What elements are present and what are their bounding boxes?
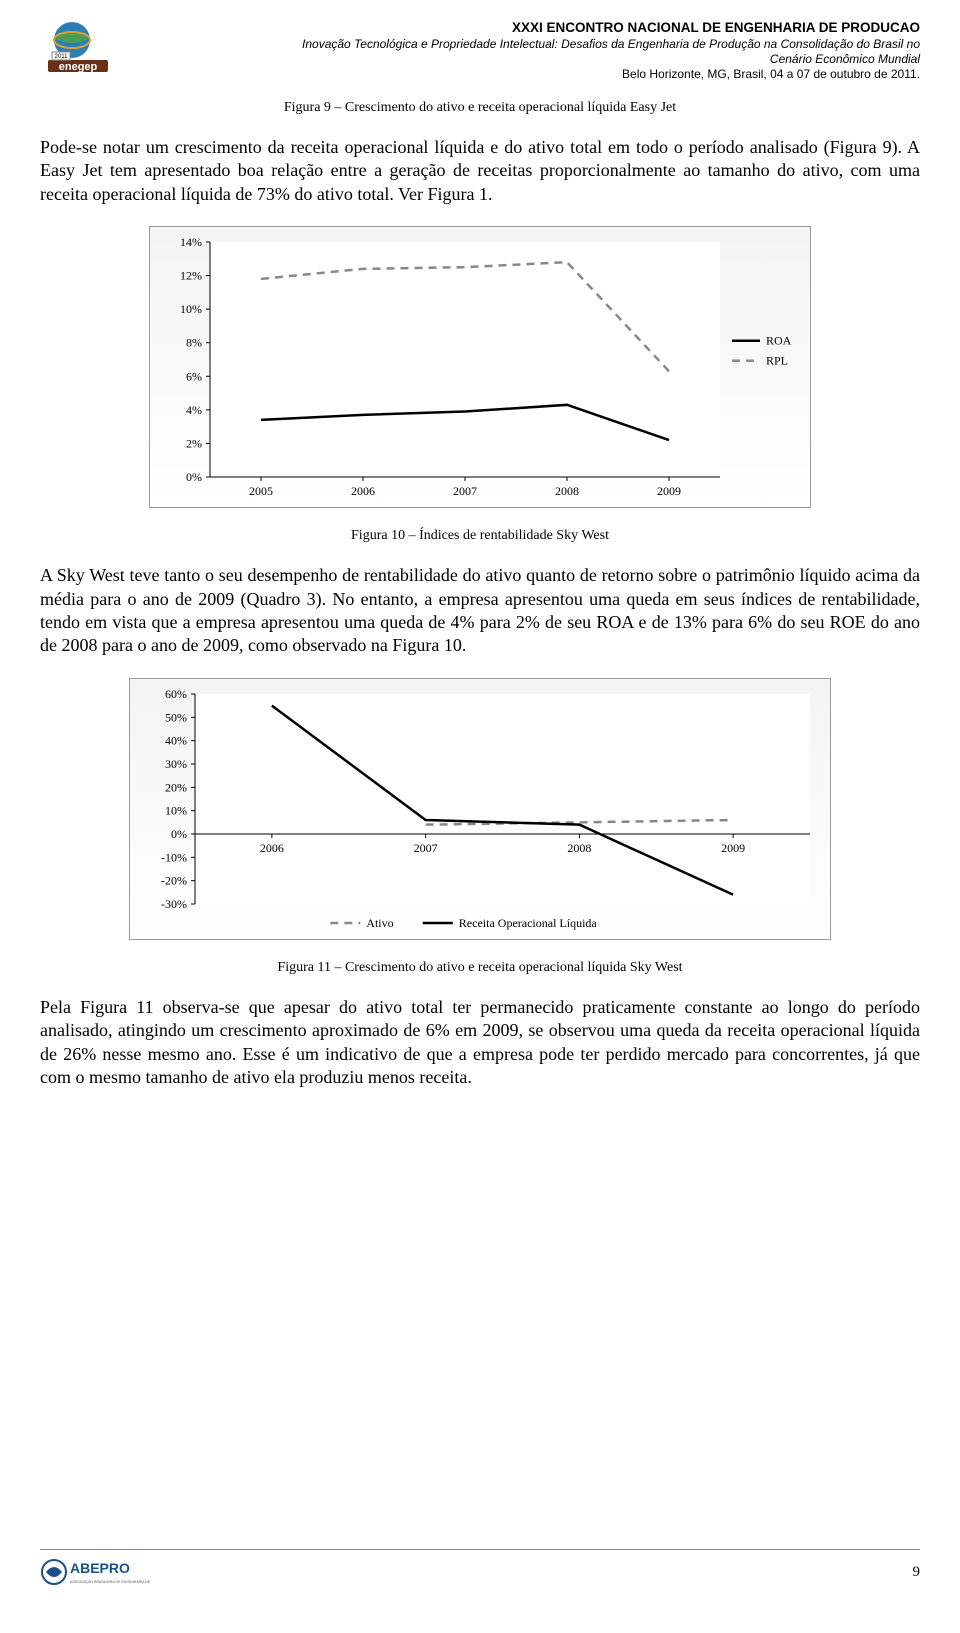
svg-text:2006: 2006 — [260, 841, 284, 855]
svg-text:20%: 20% — [165, 780, 187, 794]
header-subtitle-2: Cenário Econômico Mundial — [135, 52, 920, 67]
svg-text:2005: 2005 — [249, 484, 273, 498]
svg-text:30%: 30% — [165, 757, 187, 771]
page-footer: ABEPRO ASSOCIAÇÃO BRASILEIRA DE ENGENHAR… — [40, 1549, 920, 1590]
figure-10-chart: 0% 2% 4% 6% 8% 10% 12% 14% 2005 2006 2007 2008 2009 R… — [149, 226, 811, 508]
svg-text:40%: 40% — [165, 733, 187, 747]
paragraph-1: Pode-se notar um crescimento da receita … — [40, 136, 920, 206]
svg-text:2007: 2007 — [414, 841, 438, 855]
svg-text:50%: 50% — [165, 710, 187, 724]
figure-10-caption: Figura 10 – Índices de rentabilidade Sky… — [40, 528, 920, 544]
svg-text:-20%: -20% — [161, 873, 187, 887]
svg-text:2009: 2009 — [721, 841, 745, 855]
abepro-logo: ABEPRO ASSOCIAÇÃO BRASILEIRA DE ENGENHAR… — [40, 1555, 150, 1590]
svg-text:14%: 14% — [180, 235, 202, 249]
footer-logo-subtext: ASSOCIAÇÃO BRASILEIRA DE ENGENHARIA DE P… — [70, 1579, 150, 1584]
svg-text:60%: 60% — [165, 687, 187, 701]
figure-11-chart: -30% -20% -10% 0% 10% 20% 30% 40% 50% 60% 2006 2007… — [129, 678, 831, 940]
svg-text:12%: 12% — [180, 269, 202, 283]
header-title: XXXI ENCONTRO NACIONAL DE ENGENHARIA DE … — [135, 20, 920, 37]
svg-text:2007: 2007 — [453, 484, 477, 498]
paragraph-3: Pela Figura 11 observa-se que apesar do … — [40, 996, 920, 1090]
header-text-block: XXXI ENCONTRO NACIONAL DE ENGENHARIA DE … — [135, 20, 920, 82]
footer-logo-text: ABEPRO — [70, 1560, 130, 1576]
figure-9-caption: Figura 9 – Crescimento do ativo e receit… — [40, 100, 920, 116]
svg-text:8%: 8% — [186, 336, 202, 350]
svg-text:2008: 2008 — [567, 841, 591, 855]
svg-text:10%: 10% — [165, 803, 187, 817]
enegep-logo: enegep 2011 — [40, 20, 120, 85]
svg-text:4%: 4% — [186, 403, 202, 417]
svg-text:2009: 2009 — [657, 484, 681, 498]
svg-text:ROA: ROA — [766, 334, 792, 348]
svg-text:2008: 2008 — [555, 484, 579, 498]
page: enegep 2011 XXXI ENCONTRO NACIONAL DE EN… — [0, 0, 960, 1600]
svg-text:-30%: -30% — [161, 897, 187, 911]
svg-text:2006: 2006 — [351, 484, 375, 498]
header-subtitle-3: Belo Horizonte, MG, Brasil, 04 a 07 de o… — [135, 67, 920, 82]
logo-main-text: enegep — [59, 61, 98, 73]
svg-text:0%: 0% — [186, 470, 202, 484]
page-header: enegep 2011 XXXI ENCONTRO NACIONAL DE EN… — [40, 20, 920, 85]
figure-11-caption: Figura 11 – Crescimento do ativo e recei… — [40, 960, 920, 976]
svg-text:-10%: -10% — [161, 850, 187, 864]
svg-text:Receita Operacional Líquida: Receita Operacional Líquida — [459, 916, 598, 930]
svg-text:RPL: RPL — [766, 354, 788, 368]
header-subtitle-1: Inovação Tecnológica e Propriedade Intel… — [135, 37, 920, 52]
svg-text:6%: 6% — [186, 369, 202, 383]
svg-text:10%: 10% — [180, 302, 202, 316]
svg-text:0%: 0% — [171, 827, 187, 841]
logo-year-text: 2011 — [55, 54, 69, 60]
page-number: 9 — [913, 1564, 921, 1581]
paragraph-2: A Sky West teve tanto o seu desempenho d… — [40, 564, 920, 658]
svg-text:2%: 2% — [186, 437, 202, 451]
svg-text:Ativo: Ativo — [366, 916, 393, 930]
